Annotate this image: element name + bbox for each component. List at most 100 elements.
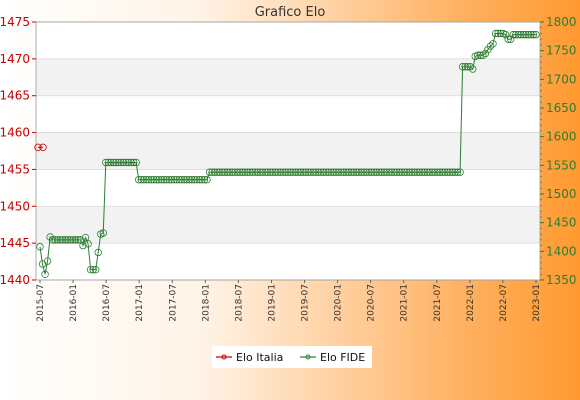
data-point xyxy=(241,168,249,176)
x-tick-label: 2016-01 xyxy=(69,284,79,322)
data-point xyxy=(312,168,320,176)
data-point xyxy=(400,168,409,176)
data-point xyxy=(36,243,44,251)
data-point xyxy=(506,35,515,43)
data-point xyxy=(291,168,300,176)
data-point xyxy=(150,175,158,184)
data-point xyxy=(271,168,280,176)
data-point xyxy=(388,168,396,176)
data-point xyxy=(423,168,431,176)
data-point xyxy=(393,168,401,176)
data-point xyxy=(266,168,274,176)
data-point xyxy=(512,30,520,39)
data-point xyxy=(203,175,211,184)
data-point xyxy=(188,175,196,184)
data-point xyxy=(74,236,82,244)
data-point xyxy=(112,158,120,167)
data-point xyxy=(327,168,335,176)
data-point xyxy=(281,168,290,176)
data-point xyxy=(228,168,237,176)
data-point xyxy=(494,29,502,38)
data-point xyxy=(299,168,307,176)
x-tick-label: 2019-01 xyxy=(267,284,277,322)
data-point xyxy=(443,168,452,176)
data-point xyxy=(84,240,92,248)
data-point xyxy=(89,265,97,274)
data-point xyxy=(172,175,181,184)
data-point xyxy=(104,158,113,167)
data-point xyxy=(372,168,381,176)
data-point xyxy=(375,168,383,176)
right-tick-label: 1500 xyxy=(546,187,577,201)
data-point xyxy=(137,175,145,184)
data-point xyxy=(61,236,70,244)
data-point xyxy=(208,168,216,176)
data-point xyxy=(334,168,343,176)
data-point xyxy=(319,168,328,176)
data-point xyxy=(39,143,47,152)
data-point xyxy=(223,168,231,176)
data-point xyxy=(127,158,135,167)
data-point xyxy=(198,175,206,184)
x-tick-label: 2022-07 xyxy=(499,284,509,322)
data-point xyxy=(200,175,209,184)
data-point xyxy=(129,158,138,167)
data-point xyxy=(43,257,52,265)
data-point xyxy=(134,175,143,184)
data-point xyxy=(314,168,323,176)
data-point xyxy=(193,175,201,184)
left-axis: 1440 1445 1450 1455 1460 1465 1470 1475 xyxy=(0,15,36,287)
data-point xyxy=(276,168,285,176)
data-point xyxy=(205,168,214,176)
data-point xyxy=(147,175,156,184)
data-point xyxy=(142,175,150,184)
legend-marker-elo-italia xyxy=(221,354,227,360)
data-point xyxy=(284,168,292,176)
data-point xyxy=(398,168,406,176)
data-point xyxy=(54,236,62,244)
data-point xyxy=(317,168,325,176)
data-point xyxy=(145,175,153,184)
x-tick-label: 2017-01 xyxy=(135,284,145,322)
data-point xyxy=(157,175,166,184)
legend-box xyxy=(212,346,372,368)
data-point xyxy=(81,233,90,242)
right-axis: 1350 1400 1450 1500 1550 1600 1650 1700 1750 1800 xyxy=(540,15,577,287)
plot-band xyxy=(36,206,540,244)
right-tick-label: 1650 xyxy=(546,101,577,115)
data-point xyxy=(178,175,186,184)
data-point xyxy=(279,168,287,176)
right-tick-label: 1700 xyxy=(546,72,577,86)
data-point xyxy=(362,168,371,176)
data-point xyxy=(304,168,312,176)
legend-label-elo-italia: Elo Italia xyxy=(236,351,283,364)
data-point xyxy=(347,168,355,176)
data-point xyxy=(491,29,500,38)
data-point xyxy=(410,168,419,176)
data-point xyxy=(41,270,49,278)
plot-frame xyxy=(35,21,541,281)
data-point xyxy=(451,168,459,176)
data-point xyxy=(210,168,219,176)
data-point xyxy=(236,168,244,176)
data-point xyxy=(94,248,102,257)
data-point xyxy=(162,175,171,184)
data-point xyxy=(377,168,386,176)
data-point xyxy=(426,168,434,176)
data-point xyxy=(453,168,462,176)
data-point xyxy=(403,168,411,176)
data-point xyxy=(441,168,449,176)
right-tick-label: 1450 xyxy=(546,216,577,230)
data-point xyxy=(501,30,510,39)
x-tick-label: 2022-01 xyxy=(466,284,476,322)
left-tick-label: 1470 xyxy=(0,52,30,66)
x-tick-label: 2021-07 xyxy=(433,284,443,322)
data-point xyxy=(309,168,318,176)
right-tick-label: 1400 xyxy=(546,244,577,258)
data-point xyxy=(289,168,297,176)
series-elo-italia xyxy=(34,143,47,152)
data-point xyxy=(79,241,87,250)
data-point xyxy=(231,168,239,176)
data-point xyxy=(114,158,123,167)
data-point xyxy=(380,168,388,176)
